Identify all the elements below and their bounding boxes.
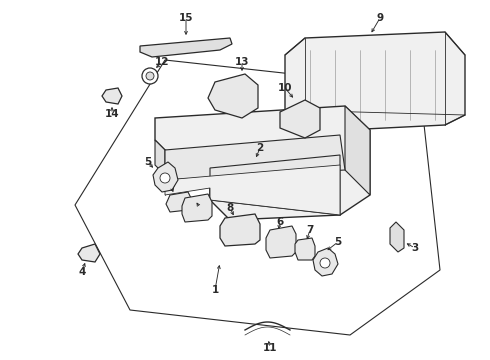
Polygon shape <box>165 165 340 215</box>
Polygon shape <box>75 60 440 335</box>
Polygon shape <box>78 244 100 262</box>
Text: 2: 2 <box>256 143 264 153</box>
Polygon shape <box>220 214 260 246</box>
Text: 8: 8 <box>226 203 234 213</box>
Polygon shape <box>210 155 340 215</box>
Polygon shape <box>140 38 232 57</box>
Text: 7: 7 <box>306 225 314 235</box>
Polygon shape <box>280 100 320 138</box>
Text: 11: 11 <box>263 343 277 353</box>
Polygon shape <box>155 140 165 175</box>
Text: 15: 15 <box>179 13 193 23</box>
Text: 3: 3 <box>412 243 418 253</box>
Polygon shape <box>266 226 296 258</box>
Text: 1: 1 <box>211 285 219 295</box>
Polygon shape <box>155 106 370 220</box>
Polygon shape <box>182 194 212 222</box>
Polygon shape <box>313 248 338 276</box>
Text: 12: 12 <box>155 57 169 67</box>
Text: 13: 13 <box>235 57 249 67</box>
Circle shape <box>142 68 158 84</box>
Text: 5: 5 <box>145 157 151 167</box>
Polygon shape <box>285 32 465 132</box>
Text: 7: 7 <box>168 183 176 193</box>
Circle shape <box>160 173 170 183</box>
Text: 10: 10 <box>278 83 292 93</box>
Text: 9: 9 <box>376 13 384 23</box>
Circle shape <box>146 72 154 80</box>
Polygon shape <box>208 74 258 118</box>
Polygon shape <box>345 106 370 195</box>
Circle shape <box>320 258 330 268</box>
Text: 5: 5 <box>334 237 342 247</box>
Polygon shape <box>295 238 315 260</box>
Text: 4: 4 <box>78 267 86 277</box>
Polygon shape <box>102 88 122 104</box>
Polygon shape <box>165 135 345 180</box>
Text: 6: 6 <box>196 203 204 213</box>
Polygon shape <box>153 162 178 192</box>
Text: 14: 14 <box>105 109 119 119</box>
Polygon shape <box>166 192 192 212</box>
Text: 6: 6 <box>276 217 284 227</box>
Polygon shape <box>390 222 404 252</box>
